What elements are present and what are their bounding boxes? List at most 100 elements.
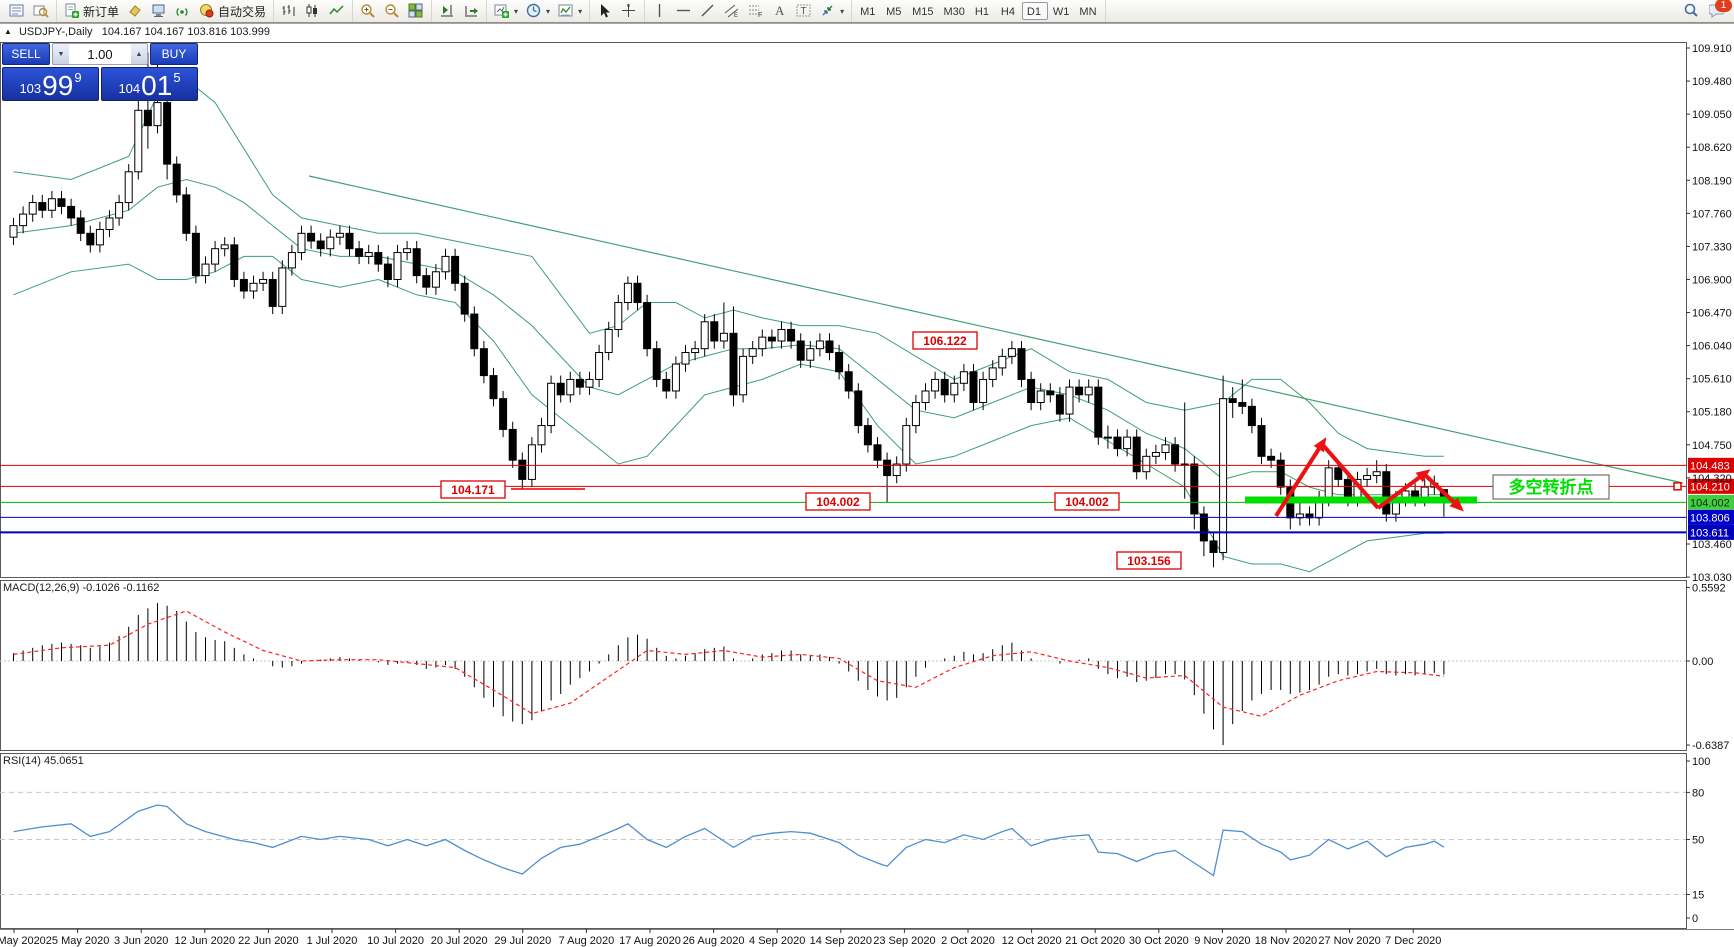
search-icon[interactable] <box>1683 2 1699 23</box>
date-tick-label: 20 Jul 2020 <box>431 935 488 947</box>
price-axis: 109.910 109.480 109.050 108.620 108.190 107.7… <box>1686 43 1732 584</box>
annotation-box[interactable] <box>1116 551 1182 570</box>
date-tick-label: 25 May 2020 <box>46 935 110 947</box>
annotation-box[interactable] <box>805 492 871 511</box>
date-tick-label: 12 Oct 2020 <box>1002 935 1062 947</box>
note-text: 多空转折点 <box>1509 477 1594 497</box>
new-chart-button[interactable]: ▾ <box>490 0 522 22</box>
descending-trendline[interactable] <box>308 175 1684 484</box>
buy-price-prefix: 104 <box>118 81 141 96</box>
equidistant-channel-button[interactable]: E <box>720 0 744 22</box>
cursor-button[interactable] <box>593 0 617 22</box>
sell-price-pip: 9 <box>74 70 82 85</box>
date-tick-label: 22 Jun 2020 <box>238 935 299 947</box>
support-zone-bar[interactable] <box>1245 496 1477 504</box>
toolbar-group-3 <box>353 0 433 22</box>
timeframe-d1-button[interactable]: D1 <box>1021 2 1048 20</box>
annotation-box-text: 104.002 <box>816 495 860 509</box>
period-button[interactable]: ▾ <box>522 0 554 22</box>
text-icon: A <box>772 3 788 19</box>
strategy-tester-icon <box>33 3 49 19</box>
market-watch-button[interactable] <box>5 0 29 22</box>
macd-scale-label: -0.6387 <box>1692 740 1729 752</box>
timeframe-h1-button[interactable]: H1 <box>974 6 989 18</box>
styles-button[interactable] <box>123 0 147 22</box>
text-label-button[interactable]: T <box>792 0 816 22</box>
timeframe-w1-button[interactable]: W1 <box>1052 6 1070 18</box>
volume-value[interactable]: 1.00 <box>69 44 131 64</box>
text-button[interactable]: A <box>768 0 792 22</box>
timeframe-mn-button[interactable]: MN <box>1079 6 1097 18</box>
tile-windows-button[interactable] <box>404 0 428 22</box>
date-tick-label: 12 Jun 2020 <box>175 935 236 947</box>
styles-icon <box>127 3 143 19</box>
zoom-in-button[interactable] <box>356 0 380 22</box>
rsi-line <box>13 804 1445 877</box>
timeframe-m1-button[interactable]: M1 <box>860 6 876 18</box>
crosshair-button[interactable] <box>617 0 641 22</box>
svg-text:A: A <box>775 3 785 18</box>
chart-shift-button[interactable] <box>435 0 459 22</box>
volume-stepper: ▼ 1.00 ▲ <box>52 43 148 65</box>
date-tick-label: 2 Oct 2020 <box>941 935 995 947</box>
candle-chart-button[interactable] <box>301 0 325 22</box>
indicators-button[interactable]: ▾ <box>554 0 586 22</box>
text-label-icon: T <box>796 3 812 19</box>
horizontal-line-button[interactable] <box>672 0 696 22</box>
note-annotation[interactable]: 多空转折点 <box>1492 474 1610 500</box>
volume-decrease-button[interactable]: ▼ <box>53 44 69 64</box>
chevron-down-icon[interactable]: ▾ <box>578 6 583 16</box>
signals-button[interactable] <box>171 0 195 22</box>
zigzag-annotation[interactable] <box>1274 437 1464 518</box>
vertical-line-button[interactable] <box>648 0 672 22</box>
line-chart-button[interactable] <box>325 0 349 22</box>
timeframe-h4-button[interactable]: H4 <box>1000 6 1015 18</box>
new-order-button[interactable]: 新订单 <box>60 0 123 22</box>
bar-chart-icon <box>281 3 297 19</box>
new-order-label: 新订单 <box>83 4 120 19</box>
chevron-down-icon[interactable]: ▾ <box>840 6 845 16</box>
arrows-button[interactable]: ▾ <box>816 0 848 22</box>
timeframe-m30-button[interactable]: M30 <box>943 6 965 18</box>
strategy-tester-button[interactable] <box>29 0 53 22</box>
bar-chart-button[interactable] <box>277 0 301 22</box>
volume-increase-button[interactable]: ▲ <box>131 44 147 64</box>
zoom-in-icon <box>360 3 376 19</box>
auto-trading-button[interactable]: 自动交易 <box>195 0 270 22</box>
annotation-box[interactable] <box>440 480 506 499</box>
price-tick-label: 104.750 <box>1692 440 1732 452</box>
collapse-triangle-icon[interactable]: ▲ <box>4 27 12 36</box>
svg-text:E: E <box>734 13 738 19</box>
timeframe-m5-button[interactable]: M5 <box>886 6 902 18</box>
timeframe-m15-button[interactable]: M15 <box>912 6 934 18</box>
sell-price-main: 99 <box>42 70 74 101</box>
macd-signal-line <box>13 610 1444 717</box>
auto-scroll-icon <box>463 3 479 19</box>
line-chart-icon <box>329 3 345 19</box>
auto-scroll-button[interactable] <box>459 0 483 22</box>
price-tick-label: 106.470 <box>1692 308 1732 320</box>
sell-price[interactable]: 103 99 9 <box>2 67 99 101</box>
annotation-box[interactable] <box>912 331 978 350</box>
period-icon <box>526 3 542 19</box>
notifications-icon[interactable]: 1 <box>1708 0 1732 23</box>
axis-price-label-103.806: 103.806 <box>1690 512 1730 524</box>
line-anchor-marker[interactable] <box>1673 482 1682 491</box>
sell-button[interactable]: SELL <box>2 43 50 65</box>
chevron-down-icon[interactable]: ▾ <box>546 6 551 16</box>
chevron-down-icon[interactable]: ▾ <box>514 6 519 16</box>
fibonacci-button[interactable]: F <box>744 0 768 22</box>
experts-button[interactable] <box>147 0 171 22</box>
price-tick-label: 105.180 <box>1692 407 1732 419</box>
toolbar-group-7: E F A T ▾ <box>645 0 853 22</box>
annotation-box[interactable] <box>1054 492 1120 511</box>
toolbar-group-5: ▾ ▾ ▾ <box>487 0 591 22</box>
annotation-box-text: 104.171 <box>451 483 495 497</box>
trend-line-button[interactable] <box>696 0 720 22</box>
buy-price[interactable]: 104 01 5 <box>101 67 198 101</box>
price-tick-label: 106.040 <box>1692 341 1732 353</box>
zoom-out-button[interactable] <box>380 0 404 22</box>
buy-button[interactable]: BUY <box>150 43 198 65</box>
